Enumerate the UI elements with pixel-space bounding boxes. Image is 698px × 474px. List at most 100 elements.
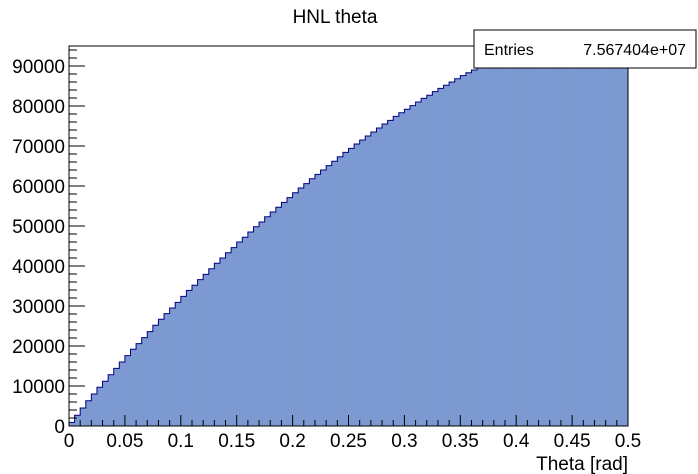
histogram-bin bbox=[124, 355, 131, 426]
histogram-bin bbox=[393, 116, 400, 427]
histogram-bin bbox=[437, 88, 444, 427]
histogram-bin bbox=[415, 102, 422, 426]
y-tick-label: 70000 bbox=[12, 137, 65, 158]
histogram-bin bbox=[611, 46, 618, 426]
histogram-bin bbox=[219, 258, 226, 426]
histogram-bin bbox=[583, 46, 590, 426]
histogram-bin bbox=[85, 400, 92, 426]
histogram-bin bbox=[488, 61, 495, 426]
histogram-bin bbox=[180, 296, 187, 426]
histogram-bin bbox=[225, 252, 232, 426]
y-tick-label: 80000 bbox=[12, 97, 65, 118]
y-tick-label: 90000 bbox=[12, 57, 65, 78]
histogram-bin bbox=[622, 46, 629, 426]
chart-title: HNL theta bbox=[293, 7, 378, 28]
histogram-bin bbox=[600, 46, 606, 426]
histogram-bin bbox=[359, 140, 366, 426]
histogram-bin bbox=[499, 56, 506, 426]
histogram-bin bbox=[287, 197, 293, 426]
histogram-bin bbox=[69, 422, 75, 426]
histogram-bin bbox=[342, 152, 349, 426]
histogram-bin bbox=[387, 120, 394, 427]
histogram-bin bbox=[337, 156, 344, 427]
histogram-bin bbox=[370, 132, 377, 426]
histogram-bin bbox=[320, 170, 327, 426]
x-axis: 0 0.05 0.1 0.15 0.2 0.25 0.3 0.35 0.4 0.45 0.5 bbox=[64, 415, 641, 452]
histogram-bin bbox=[158, 319, 165, 426]
histogram-bin bbox=[398, 112, 405, 427]
histogram-bin bbox=[477, 66, 483, 427]
x-tick-label: 0.45 bbox=[554, 431, 591, 452]
x-tick-label: 0.25 bbox=[330, 431, 367, 452]
x-axis-title: Theta [rad] bbox=[536, 454, 628, 474]
x-tick-label: 0.15 bbox=[218, 431, 255, 452]
stats-entries-label: Entries bbox=[484, 42, 534, 59]
histogram-bin bbox=[74, 415, 81, 426]
histogram-bin bbox=[426, 95, 433, 426]
histogram-bin bbox=[298, 188, 305, 426]
y-tick-label: 20000 bbox=[12, 337, 65, 358]
stats-entries-value: 7.567404e+07 bbox=[583, 42, 686, 59]
histogram-bin bbox=[382, 124, 388, 426]
histogram-bin bbox=[164, 313, 170, 426]
histogram-bin bbox=[365, 136, 372, 426]
histogram-bin bbox=[409, 105, 416, 426]
x-tick-label: 0.5 bbox=[615, 431, 641, 452]
y-tick-label: 10000 bbox=[12, 377, 65, 398]
histogram-bin bbox=[242, 237, 249, 426]
histogram-bin bbox=[96, 387, 103, 426]
histogram-bin bbox=[253, 226, 260, 426]
x-tick-label: 0.2 bbox=[279, 431, 305, 452]
histogram-bin bbox=[275, 207, 282, 426]
histogram-bin bbox=[510, 50, 517, 427]
histogram-bin bbox=[555, 46, 562, 426]
histogram-bin bbox=[236, 242, 243, 426]
histogram-bin bbox=[102, 381, 109, 426]
x-tick-label: 0 bbox=[64, 431, 75, 452]
y-tick-label: 60000 bbox=[12, 177, 65, 198]
histogram-bin bbox=[303, 183, 310, 426]
histogram-bin bbox=[231, 247, 237, 426]
histogram-bin bbox=[605, 46, 612, 426]
histogram-bars bbox=[69, 46, 629, 427]
histogram-bin bbox=[203, 274, 210, 426]
histogram-bin bbox=[169, 308, 176, 426]
histogram-bin bbox=[443, 85, 450, 426]
histogram-bin bbox=[449, 82, 456, 426]
histogram-bin bbox=[264, 216, 271, 426]
histogram-bin bbox=[616, 46, 623, 426]
histogram-bin bbox=[404, 109, 411, 426]
histogram-bin bbox=[566, 46, 573, 426]
histogram-bin bbox=[588, 46, 595, 426]
histogram-bin bbox=[270, 212, 277, 426]
histogram-bin bbox=[80, 408, 87, 426]
stats-box-frame bbox=[473, 29, 697, 69]
x-tick-label: 0.05 bbox=[106, 431, 143, 452]
x-tick-label: 0.35 bbox=[442, 431, 479, 452]
histogram-bin bbox=[292, 192, 299, 426]
histogram-bin bbox=[191, 285, 198, 426]
histogram-bin bbox=[354, 144, 360, 426]
y-tick-label: 50000 bbox=[12, 217, 65, 238]
histogram-bin bbox=[113, 368, 120, 426]
y-tick-label: 0 bbox=[54, 417, 65, 438]
histogram-bin bbox=[119, 362, 126, 426]
y-tick-label: 30000 bbox=[12, 297, 65, 318]
histogram-bin bbox=[376, 128, 383, 426]
histogram-bin bbox=[493, 58, 500, 427]
histogram-bin bbox=[560, 46, 567, 426]
histogram-bin bbox=[505, 53, 511, 426]
histogram-bin bbox=[549, 46, 556, 426]
histogram-bin bbox=[532, 46, 539, 426]
histogram-bin bbox=[594, 46, 601, 426]
histogram-bin bbox=[348, 148, 355, 426]
histogram-bin bbox=[309, 178, 316, 426]
histogram-bin bbox=[147, 331, 154, 426]
histogram-bin bbox=[460, 75, 467, 426]
histogram-bin bbox=[197, 279, 204, 426]
histogram-bin bbox=[136, 343, 142, 426]
histogram-bin bbox=[214, 263, 221, 426]
histogram-bin bbox=[482, 64, 489, 426]
histogram-bin bbox=[421, 98, 428, 427]
